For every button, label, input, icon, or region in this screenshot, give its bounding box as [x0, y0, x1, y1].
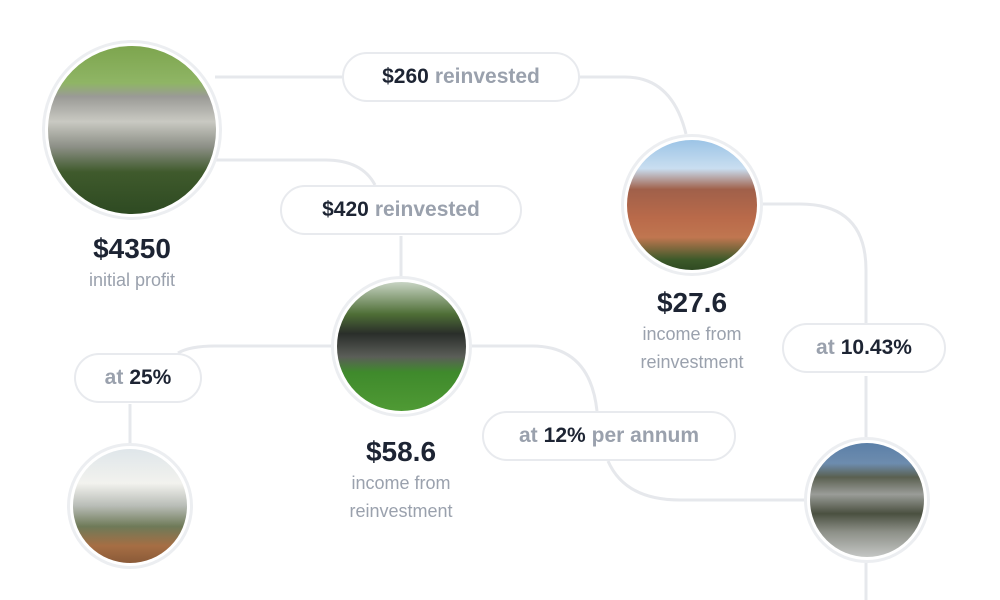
node-initial-image: [42, 40, 222, 220]
link-260-to-node-b: [578, 75, 688, 135]
pill-reinvested-420: $420 reinvested: [280, 185, 522, 235]
pill-value: 10.43%: [840, 336, 912, 359]
link-node-c-to-12: [470, 344, 599, 412]
node-c-label-line1: income from: [351, 473, 451, 493]
node-e-image: [804, 437, 930, 563]
brick-townhouses-photo: [627, 140, 757, 270]
pill-value: $260: [382, 65, 429, 88]
node-b-image: [621, 134, 763, 276]
pill-value: 25%: [129, 366, 172, 389]
pill-reinvested-260: $260 reinvested: [342, 52, 580, 102]
pill-suffix: per annum: [591, 424, 700, 447]
modern-bungalow-lawn-photo: [337, 282, 466, 411]
initial-profit-label: initial profit: [88, 270, 176, 290]
link-node-b-to-1043: [761, 202, 868, 323]
pill-suffix: reinvested: [434, 65, 540, 88]
pill-suffix: reinvested: [374, 198, 480, 221]
node-c-amount: $58.6: [365, 436, 437, 467]
pill-prefix: at: [518, 424, 538, 447]
pill-prefix: at: [104, 366, 124, 389]
pill-rate-25: at 25%: [74, 353, 202, 403]
terraced-apartment-complex-photo: [48, 46, 216, 214]
node-d-image: [67, 443, 193, 569]
apartment-building-palms-photo: [810, 443, 924, 557]
node-initial-caption: $4350 initial profit: [22, 232, 242, 294]
pill-value: $420: [322, 198, 369, 221]
node-c-image: [331, 276, 472, 417]
link-initial-to-420: [215, 158, 377, 186]
node-b-label-line2: reinvestment: [640, 352, 744, 372]
pill-prefix: at: [816, 336, 835, 359]
link-12-to-node-e: [606, 460, 806, 502]
node-b-amount: $27.6: [656, 287, 728, 318]
initial-profit-amount: $4350: [93, 233, 171, 264]
pill-rate-1043: at 10.43%: [782, 323, 946, 373]
node-b-caption: $27.6 income from reinvestment: [582, 286, 802, 376]
node-b-label-line1: income from: [642, 324, 742, 344]
pill-rate-12: at 12% per annum: [482, 411, 736, 461]
node-c-label-line2: reinvestment: [349, 501, 453, 521]
link-node-c-to-25: [177, 344, 332, 355]
modern-villa-photo: [73, 449, 187, 563]
node-c-caption: $58.6 income from reinvestment: [291, 435, 511, 525]
pill-value: 12%: [543, 424, 586, 447]
